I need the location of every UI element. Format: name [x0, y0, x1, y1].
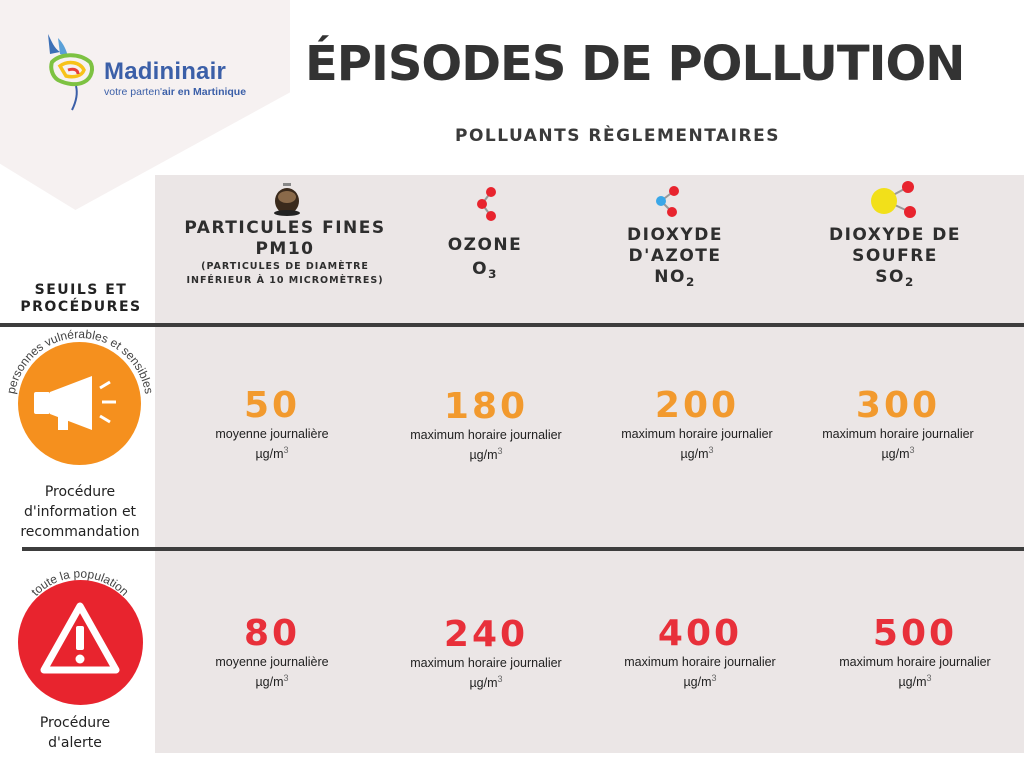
- threshold-cell: 300 maximum horaire journalier µg/m3: [822, 385, 974, 462]
- table-panel: [155, 175, 1024, 753]
- page-title: ÉPISODES DE POLLUTION: [305, 36, 965, 92]
- threshold-cell: 50 moyenne journalière µg/m3: [215, 385, 329, 462]
- page-subtitle: POLLUANTS RÈGLEMENTAIRES: [455, 126, 780, 146]
- particle-icon: [274, 183, 300, 216]
- threshold-cell: 500 maximum horaire journalier µg/m3: [839, 613, 991, 690]
- no2-molecule-icon: [656, 186, 679, 217]
- threshold-cell: 240 maximum horaire journalier µg/m3: [410, 614, 562, 691]
- brand-tagline: votre parten'air en Martinique: [104, 86, 247, 98]
- row-header-title: SEUILS ET PROCÉDURES: [20, 282, 142, 315]
- column-header-ozone: OZONE O3: [447, 235, 523, 282]
- threshold-cell: 180 maximum horaire journalier µg/m3: [410, 386, 562, 463]
- ozone-molecule-icon: [477, 187, 496, 221]
- so2-molecule-icon: [871, 181, 916, 218]
- megaphone-icon: [34, 376, 116, 430]
- brand-name: Madininair: [104, 58, 227, 85]
- threshold-cell: 80 moyenne journalière µg/m3: [215, 613, 329, 690]
- column-header-so2: DIOXYDE DE SOUFRE SO2: [828, 225, 962, 290]
- alert-procedure-label: Procédure d'alerte: [39, 715, 111, 751]
- information-procedure-label: Procédure d'information et recommandatio…: [20, 484, 140, 540]
- madininair-logo: Madininair votre parten'air en Martiniqu…: [38, 32, 248, 122]
- warning-triangle-icon: [40, 602, 120, 674]
- hummingbird-icon: [48, 34, 94, 111]
- column-header-pm10: PARTICULES FINES PM10 (PARTICULES DE DIA…: [184, 218, 386, 286]
- header-divider: [0, 323, 1024, 327]
- threshold-cell: 200 maximum horaire journalier µg/m3: [621, 385, 773, 462]
- threshold-cell: 400 maximum horaire journalier µg/m3: [624, 613, 776, 690]
- column-header-no2: DIOXYDE D'AZOTE NO2: [627, 225, 723, 290]
- row-divider: [22, 547, 1024, 551]
